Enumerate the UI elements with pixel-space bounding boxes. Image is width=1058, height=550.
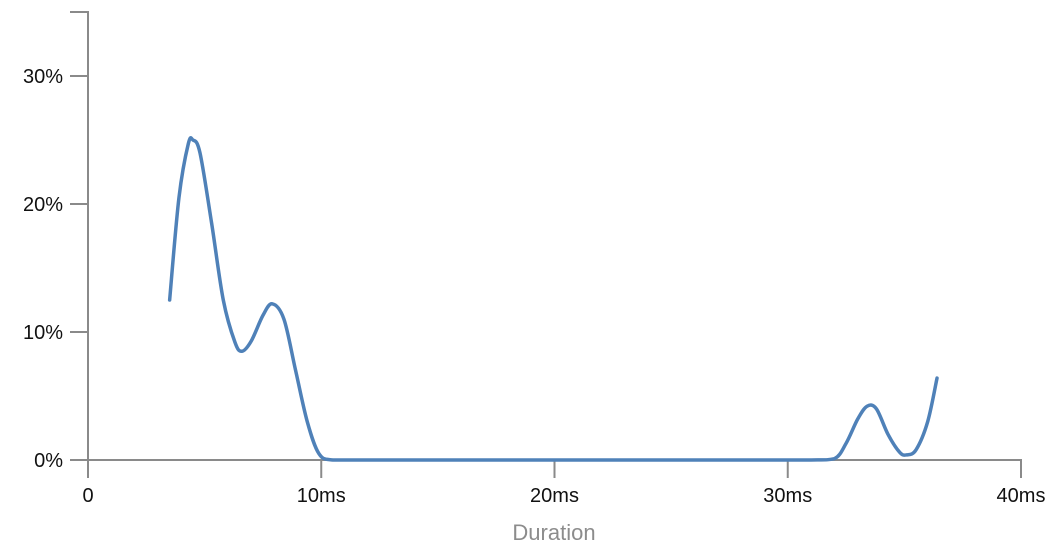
y-tick-label: 20%: [23, 194, 63, 216]
series-line: [167, 136, 939, 462]
x-tick-label: 0: [82, 485, 93, 507]
x-axis: 0 10ms 20ms 30ms 40ms: [82, 459, 1046, 507]
y-axis: 0% 10% 20% 30%: [23, 11, 89, 472]
y-tick-label: 30%: [23, 66, 63, 88]
y-tick-label: 10%: [23, 322, 63, 344]
x-axis-title: Duration: [512, 520, 595, 545]
y-axis-line: [70, 11, 89, 461]
x-tick-label: 20ms: [530, 485, 579, 507]
x-tick-label: 30ms: [763, 485, 812, 507]
y-tick-label: 0%: [34, 450, 63, 472]
x-tick-label: 40ms: [997, 485, 1046, 507]
series-layer: [167, 136, 939, 462]
x-tick-label: 10ms: [297, 485, 346, 507]
